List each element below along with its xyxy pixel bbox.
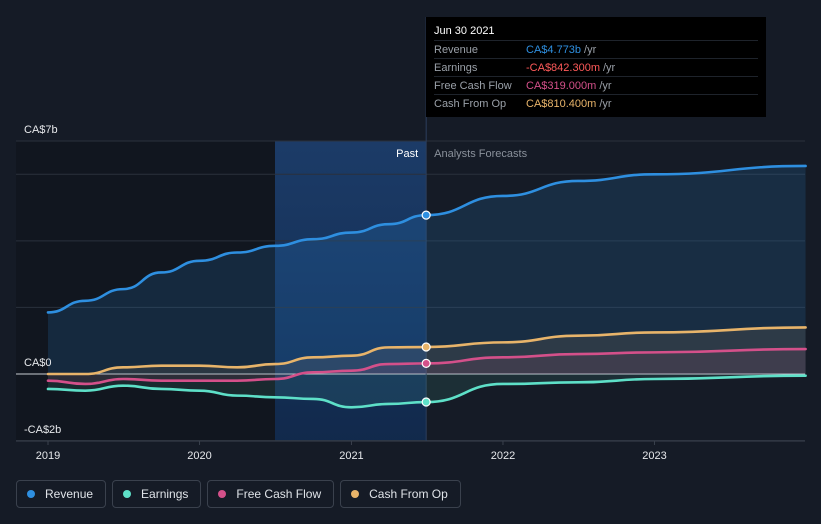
past-highlight-band	[275, 141, 427, 441]
series-line-revenue	[46, 164, 807, 314]
series-line-cash-from-op	[46, 326, 807, 376]
legend-item-earnings[interactable]: Earnings	[112, 480, 202, 508]
tooltip-label: Free Cash Flow	[434, 79, 512, 92]
tooltip-row-free-cash-flow: Free Cash Flow CA$319.000m /yr	[434, 76, 758, 94]
legend: Revenue Earnings Free Cash Flow Cash Fro…	[16, 480, 461, 508]
legend-dot-icon	[351, 490, 360, 498]
legend-dot-icon	[218, 490, 227, 498]
tooltip-unit: /yr	[584, 43, 597, 56]
forecast-label: Analysts Forecasts	[434, 148, 527, 160]
tooltip-row-cash-from-op: Cash From Op CA$810.400m /yr	[434, 94, 758, 112]
tooltip-unit: /yr	[603, 61, 616, 74]
tooltip-label: Earnings	[434, 61, 478, 74]
x-tick-label: 2023	[642, 450, 666, 462]
tooltip-value: CA$319.000m	[526, 79, 597, 92]
tooltip-date: Jun 30 2021	[434, 25, 495, 37]
legend-label: Earnings	[141, 487, 189, 501]
tooltip-value: CA$4.773b	[526, 43, 582, 56]
data-point-marker	[421, 358, 431, 368]
legend-label: Revenue	[45, 487, 94, 501]
tooltip-row-revenue: Revenue CA$4.773b /yr	[434, 40, 758, 58]
x-tick-label: 2021	[339, 450, 363, 462]
y-tick-label: -CA$2b	[24, 424, 61, 436]
legend-item-revenue[interactable]: Revenue	[16, 480, 107, 508]
legend-label: Free Cash Flow	[236, 487, 322, 501]
y-tick-label: CA$0	[24, 357, 52, 369]
data-point-marker	[421, 210, 431, 220]
x-tick-label: 2022	[491, 450, 515, 462]
past-background	[16, 141, 275, 441]
series-line-free-cash-flow	[46, 347, 807, 386]
past-label: Past	[396, 148, 418, 160]
tooltip-value: -CA$842.300m	[526, 61, 600, 74]
data-point-marker	[421, 342, 431, 352]
legend-dot-icon	[123, 490, 132, 498]
y-tick-label: CA$7b	[24, 124, 58, 136]
x-tick-label: 2019	[36, 450, 60, 462]
legend-dot-icon	[27, 490, 35, 498]
x-tick-label: 2020	[187, 450, 211, 462]
data-point-marker	[421, 397, 431, 407]
tooltip-label: Revenue	[434, 43, 479, 56]
tooltip-row-earnings: Earnings -CA$842.300m /yr	[434, 58, 758, 76]
legend-label: Cash From Op	[369, 487, 448, 501]
tooltip: Jun 30 2021 Revenue CA$4.773b /yr Earnin…	[426, 17, 766, 117]
legend-item-cash-from-op[interactable]: Cash From Op	[340, 480, 461, 508]
tooltip-label: Cash From Op	[434, 97, 507, 110]
series-line-earnings	[46, 374, 807, 409]
tooltip-unit: /yr	[599, 97, 612, 110]
series-area-revenue	[48, 165, 806, 374]
series-area-earnings	[48, 374, 806, 408]
tooltip-unit: /yr	[599, 79, 612, 92]
legend-item-free-cash-flow[interactable]: Free Cash Flow	[207, 480, 335, 508]
tooltip-value: CA$810.400m	[526, 97, 597, 110]
